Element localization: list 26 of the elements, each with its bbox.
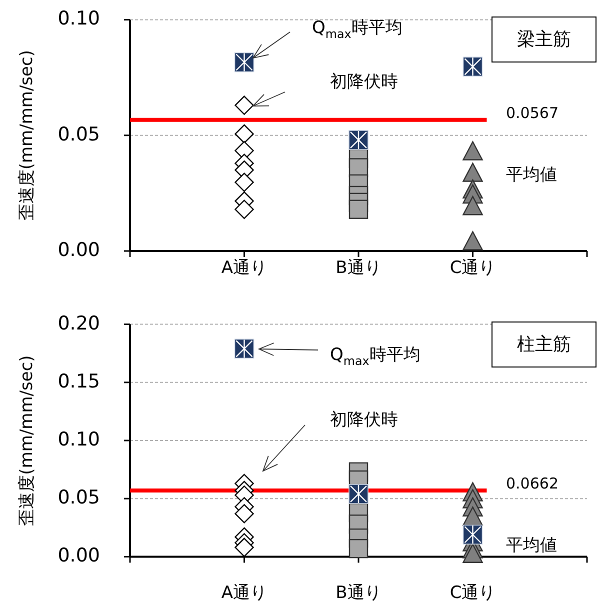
y-tick-label: 0.05 <box>58 124 100 146</box>
text: 柱主筋 <box>517 334 571 355</box>
y-tick-label: 0.15 <box>58 370 100 393</box>
x-tick-label: B通り <box>336 582 382 603</box>
ref-line-label: 0.0567 <box>506 104 558 122</box>
annotation: 平均値 <box>506 164 557 185</box>
y-tick-label: 0.20 <box>58 312 100 335</box>
x-tick-label: B通り <box>336 258 382 278</box>
y-tick-label: 0.00 <box>58 544 100 567</box>
x-tick-label: C通り <box>450 582 496 603</box>
y-tick-label: 0.00 <box>58 239 100 262</box>
y-tick-label: 0.10 <box>58 428 100 451</box>
annotation: 初降伏時 <box>330 72 398 92</box>
y-axis-title: 歪速度(mm/mm/sec) <box>16 50 37 221</box>
annotation: Q$_{max}$時平均 <box>330 344 420 368</box>
x-tick-label: C通り <box>450 258 496 278</box>
annotation: 0.0662 <box>506 474 558 493</box>
text: 梁主筋 <box>517 28 571 50</box>
y-tick-label: 0.05 <box>58 486 100 509</box>
x-tick-label: A通り <box>221 582 268 603</box>
x-tick-label: A通り <box>221 258 268 278</box>
y-axis-title: 歪速度(mm/mm/sec) <box>16 355 37 526</box>
annotation: Q$_{max}$時平均 <box>312 18 402 42</box>
annotation: 初降伏時 <box>330 410 398 430</box>
y-tick-label: 0.10 <box>58 8 100 30</box>
annotation: 平均値 <box>506 535 557 556</box>
